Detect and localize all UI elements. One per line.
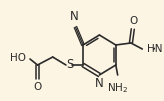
Text: HN: HN xyxy=(147,44,163,54)
Text: N: N xyxy=(95,77,104,90)
Text: N: N xyxy=(70,10,79,23)
Text: O: O xyxy=(33,82,42,92)
Text: S: S xyxy=(66,58,73,72)
Text: HO: HO xyxy=(10,53,26,63)
Text: NH$_2$: NH$_2$ xyxy=(107,81,128,95)
Text: O: O xyxy=(130,16,138,26)
